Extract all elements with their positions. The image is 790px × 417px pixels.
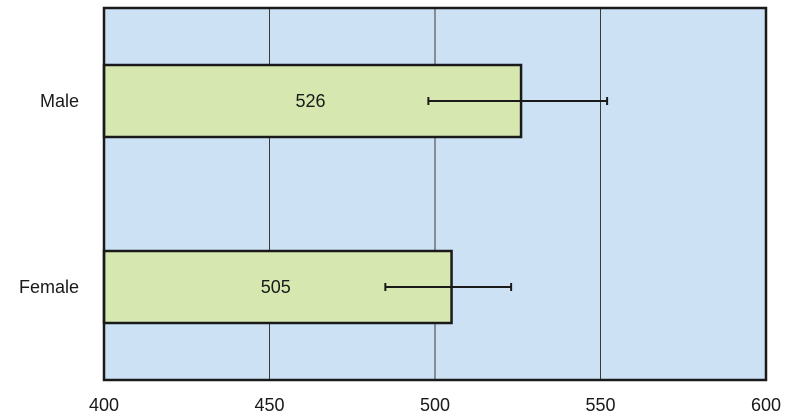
x-tick-label: 500 [420, 395, 450, 415]
x-tick-label: 600 [751, 395, 781, 415]
data-label-male: 526 [296, 91, 326, 111]
error-bar-male [427, 97, 609, 105]
plot-frame [102, 6, 768, 382]
data-label-female: 505 [261, 277, 291, 297]
category-label-male: Male [40, 91, 79, 111]
error-bars [384, 97, 609, 291]
error-bar-female [384, 283, 513, 291]
category-label-female: Female [19, 277, 79, 297]
data-labels: 526 505 [261, 91, 326, 297]
y-axis-categories: Male Female [19, 91, 79, 297]
x-tick-label: 550 [585, 395, 615, 415]
x-tick-label: 450 [254, 395, 284, 415]
x-axis-ticks: 400 450 500 550 600 [89, 395, 781, 415]
x-tick-label: 400 [89, 395, 119, 415]
